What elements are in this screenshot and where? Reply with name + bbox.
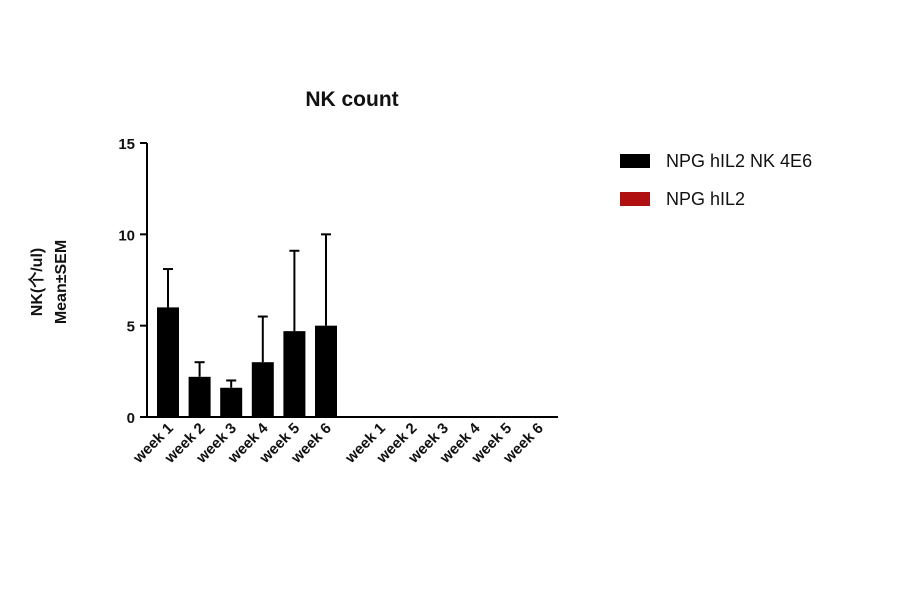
legend-label: NPG hIL2 bbox=[666, 189, 745, 209]
y-tick-label: 5 bbox=[127, 319, 135, 336]
bar bbox=[188, 376, 211, 417]
error-bar bbox=[257, 315, 268, 363]
y-axis-label: NK(个/ul) bbox=[27, 248, 46, 316]
bar bbox=[315, 325, 337, 417]
bar bbox=[157, 307, 179, 417]
legend-label: NPG hIL2 NK 4E6 bbox=[666, 151, 812, 171]
error-bar bbox=[163, 268, 173, 308]
chart-title: NK count bbox=[305, 88, 398, 111]
y-tick-label: 0 bbox=[127, 410, 135, 427]
y-tick-label: 10 bbox=[118, 227, 135, 244]
bar bbox=[251, 362, 274, 417]
error-bar bbox=[226, 379, 237, 388]
y-tick-label: 15 bbox=[118, 136, 135, 153]
y-axis-label: Mean±SEM bbox=[53, 240, 70, 324]
error-bar bbox=[321, 233, 331, 326]
bar bbox=[220, 387, 243, 417]
legend-swatch bbox=[620, 192, 650, 206]
error-bar bbox=[194, 361, 205, 377]
legend-swatch bbox=[620, 154, 650, 168]
bar bbox=[283, 331, 306, 417]
error-bar bbox=[289, 249, 300, 332]
